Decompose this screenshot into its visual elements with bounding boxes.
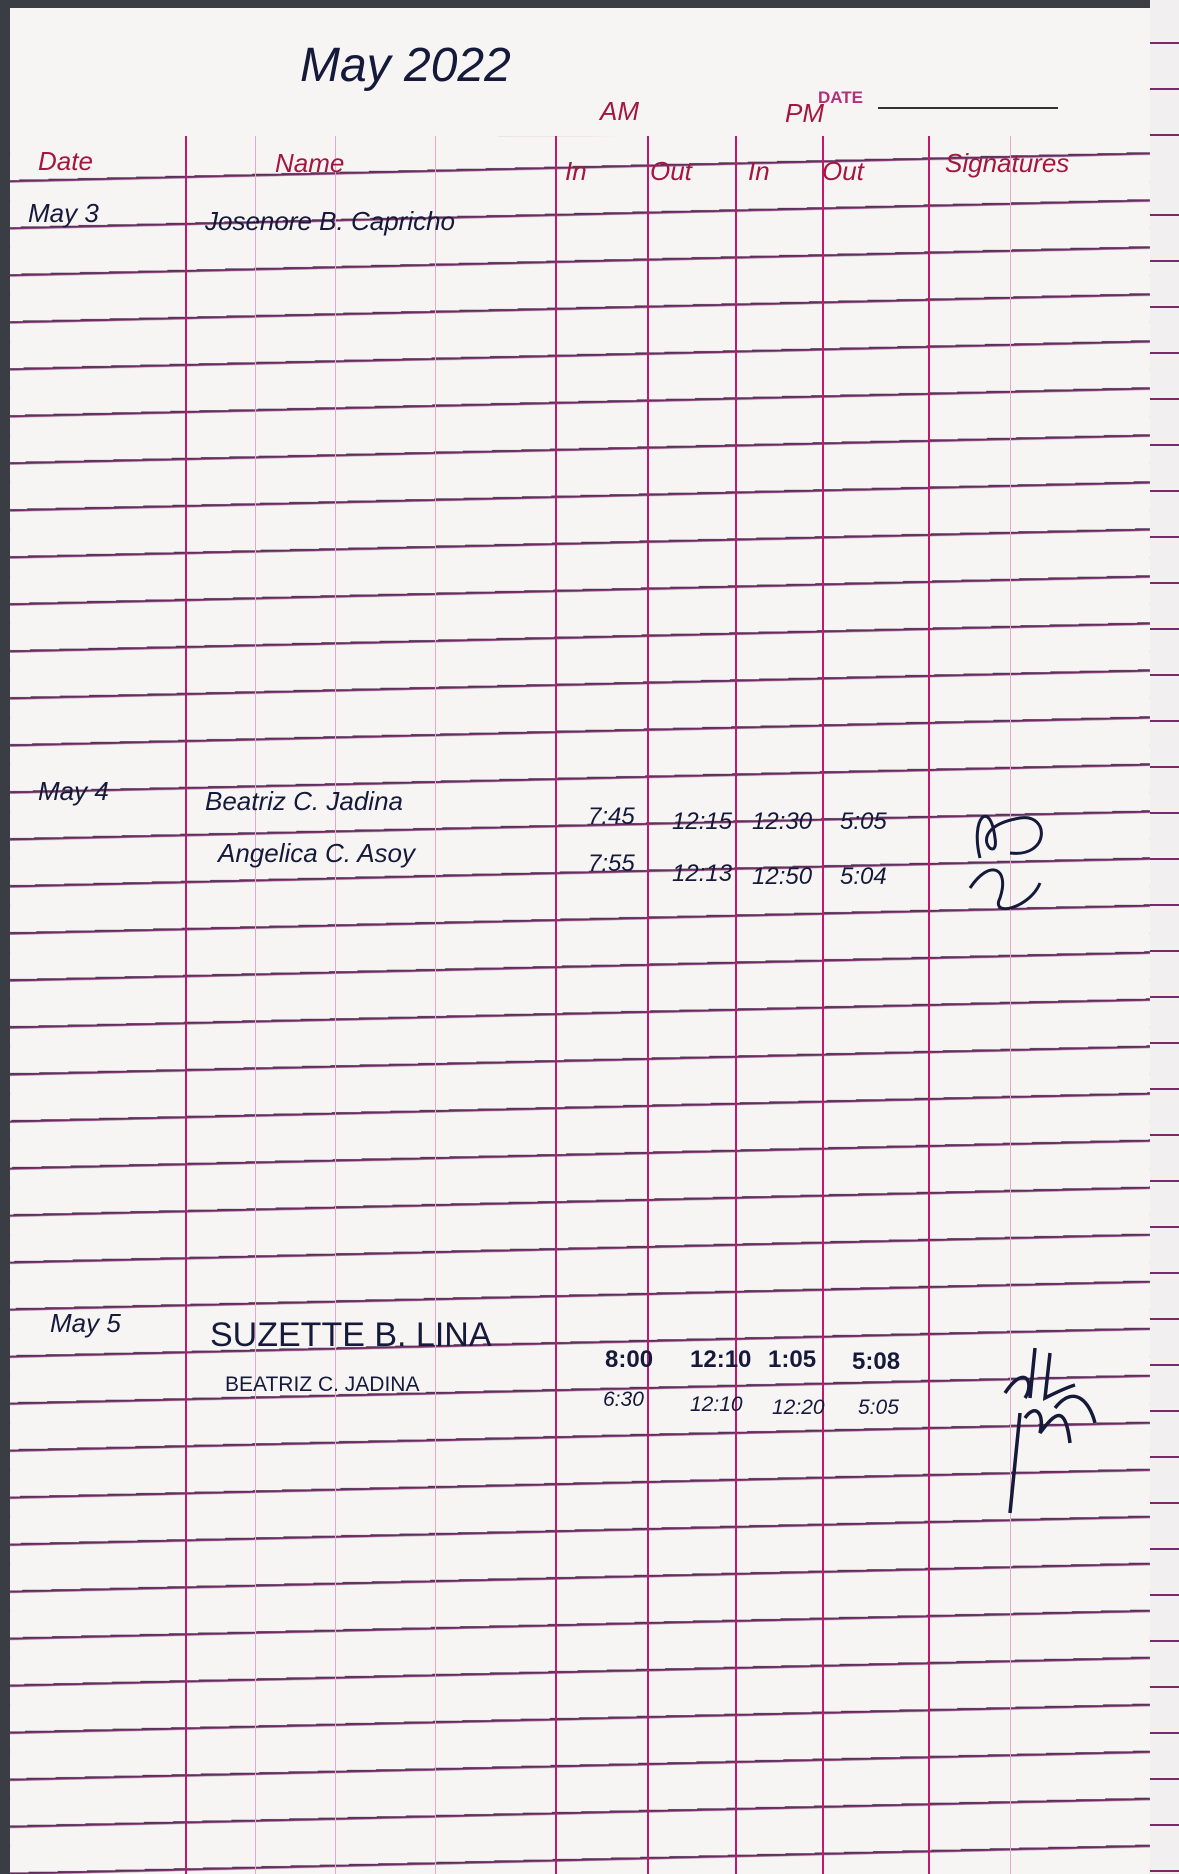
pm-out-time: 5:04 xyxy=(840,863,887,890)
column-guide xyxy=(1010,136,1011,1874)
logbook-page: May 2022 DATE AM PM Date Name In Out In … xyxy=(10,8,1150,1874)
signature xyxy=(1003,1347,1097,1514)
date-line xyxy=(878,107,1058,109)
am-in-time: 6:30 xyxy=(603,1388,644,1411)
entry-date: May 4 xyxy=(38,776,109,806)
column-divider xyxy=(928,136,930,1874)
pm-in-time: 12:30 xyxy=(752,808,813,835)
column-divider xyxy=(647,136,649,1874)
am-out-time: 12:15 xyxy=(672,808,733,835)
pm-out-time: 5:08 xyxy=(852,1348,901,1375)
entry-name: Beatriz C. Jadina xyxy=(205,786,403,816)
column-guide xyxy=(255,136,256,1874)
pm-out-time: 5:05 xyxy=(858,1396,899,1419)
header-am-out: Out xyxy=(650,156,692,186)
column-divider xyxy=(822,136,824,1874)
column-guide xyxy=(435,136,436,1874)
entry-name: Josenore B. Capricho xyxy=(205,206,456,236)
header-date: Date xyxy=(38,146,93,176)
column-guide xyxy=(335,136,336,1874)
column-divider xyxy=(735,136,737,1874)
header-am-in: In xyxy=(565,156,587,186)
entry-name: SUZETTE B. LINA xyxy=(210,1316,492,1354)
am-in-time: 8:00 xyxy=(605,1346,654,1373)
am-out-time: 12:10 xyxy=(690,1393,743,1416)
adjacent-page-edge xyxy=(1150,0,1179,1874)
page-title: May 2022 xyxy=(300,39,511,92)
pm-in-time: 12:50 xyxy=(752,863,813,890)
entry-date: May 5 xyxy=(50,1308,121,1338)
header-signatures: Signatures xyxy=(945,148,1070,178)
am-out-time: 12:10 xyxy=(690,1346,752,1373)
am-in-time: 7:45 xyxy=(588,803,635,830)
header-pm-in: In xyxy=(748,156,770,186)
column-divider xyxy=(555,136,557,1874)
date-label: DATE xyxy=(818,88,864,107)
am-in-time: 7:55 xyxy=(588,850,635,877)
header-pm-out: Out xyxy=(822,156,864,186)
entry-date: May 3 xyxy=(28,198,99,228)
am-label: AM xyxy=(600,96,639,126)
pm-in-time: 12:20 xyxy=(772,1396,825,1419)
entry-name: Angelica C. Asoy xyxy=(218,838,416,868)
pm-label: PM xyxy=(785,98,824,128)
signature xyxy=(968,814,1043,911)
am-out-time: 12:13 xyxy=(672,860,733,887)
pm-in-time: 1:05 xyxy=(768,1346,817,1373)
header-name: Name xyxy=(275,148,345,178)
column-divider xyxy=(185,136,187,1874)
pm-out-time: 5:05 xyxy=(840,808,887,835)
entry-name: BEATRIZ C. JADINA xyxy=(225,1373,420,1396)
